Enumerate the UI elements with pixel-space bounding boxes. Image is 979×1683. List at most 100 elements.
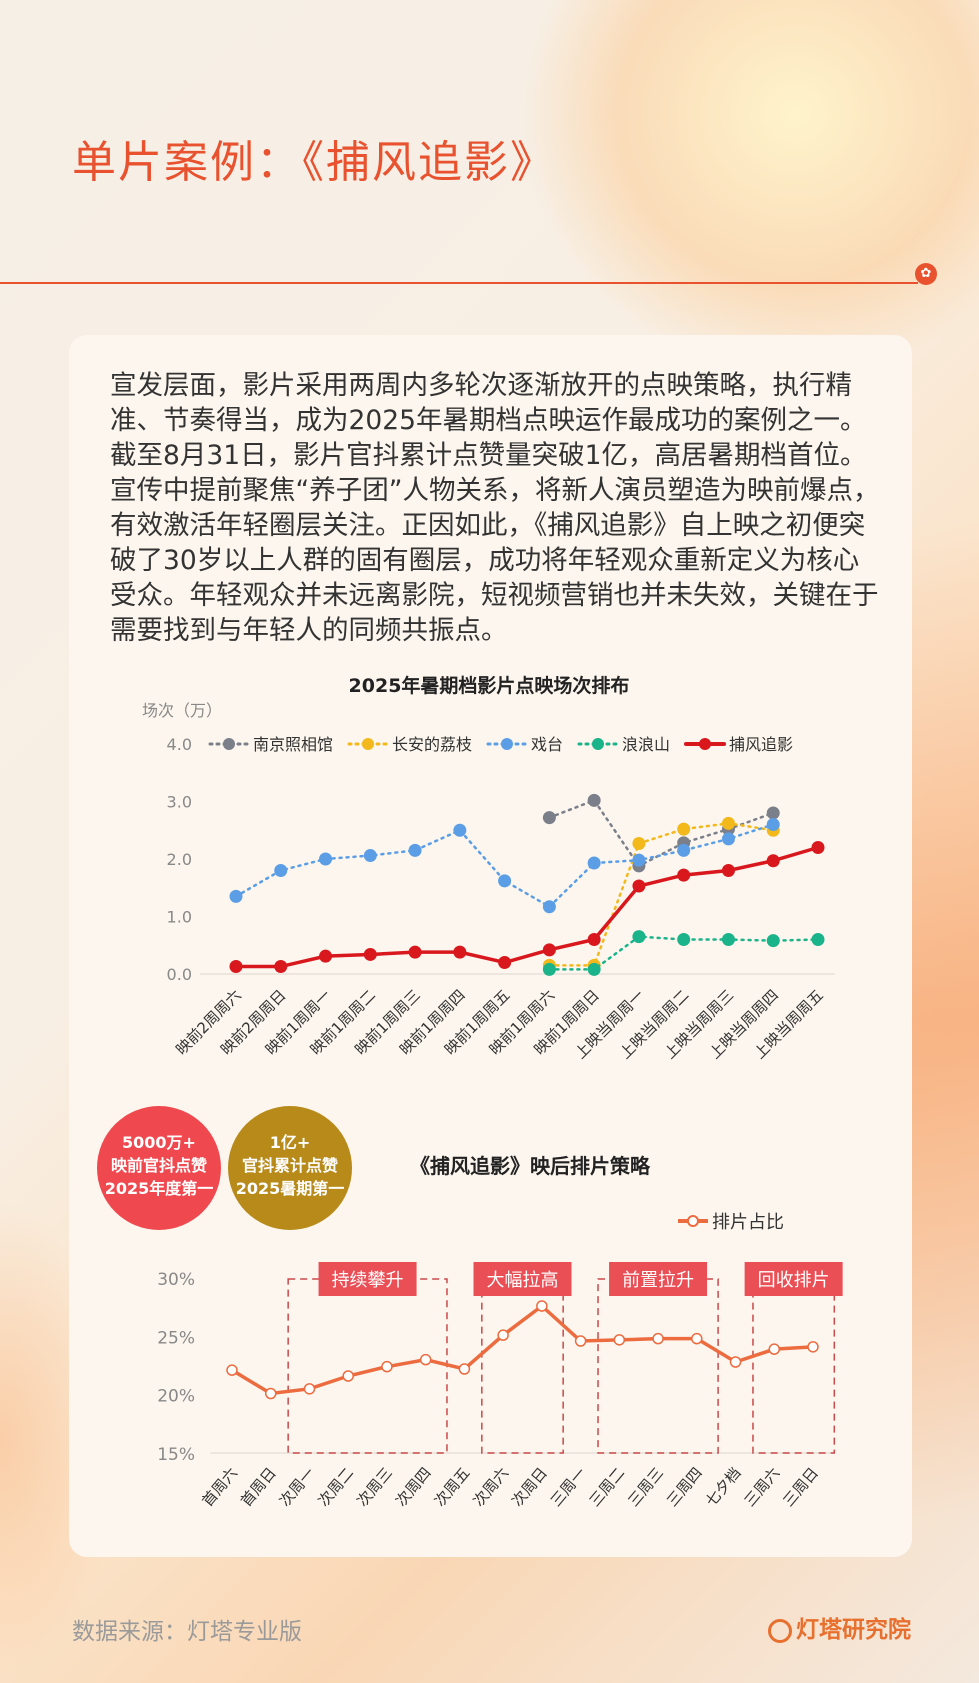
data-point	[766, 806, 780, 820]
data-point	[729, 1356, 742, 1368]
lighthouse-icon	[768, 1618, 792, 1643]
x-tick-label: 次周四	[392, 1464, 435, 1510]
data-point	[613, 1334, 626, 1346]
data-point	[408, 945, 422, 959]
data-point	[587, 933, 601, 946]
legend-label: 捕风追影	[729, 735, 793, 754]
data-point	[807, 1341, 819, 1353]
page-title: 单片案例：《捕风追影》	[72, 137, 556, 188]
data-point	[453, 945, 467, 959]
data-point	[811, 841, 825, 854]
data-point	[652, 1332, 664, 1345]
annotation-label: 大幅拉高	[487, 1270, 559, 1291]
data-point	[363, 947, 377, 961]
data-point	[587, 793, 601, 807]
annotation-box	[287, 1278, 448, 1454]
data-point	[319, 852, 333, 866]
x-tick-label: 次周日	[508, 1464, 551, 1510]
series-line-戏台	[234, 823, 775, 909]
title-divider	[0, 282, 918, 284]
data-point	[229, 889, 243, 903]
series-line	[231, 1303, 814, 1396]
legend-label: 排片占比	[712, 1212, 784, 1233]
badge-text: 5000万+	[122, 1133, 196, 1152]
annotation-tag	[318, 1262, 417, 1296]
series-line-长安的荔枝	[548, 822, 775, 967]
data-point	[342, 1370, 354, 1382]
x-tick-label: 三周三	[624, 1464, 667, 1510]
data-point	[632, 879, 646, 893]
data-point	[677, 843, 691, 857]
legend-marker	[362, 738, 374, 750]
annotation-box	[481, 1278, 564, 1454]
data-point	[498, 956, 512, 969]
x-tick-label: 三周六	[741, 1464, 784, 1510]
x-tick-label: 次周五	[431, 1464, 474, 1510]
badge-text: 映前官抖点赞	[111, 1156, 207, 1175]
data-point	[677, 822, 691, 836]
data-point	[319, 949, 333, 963]
annotation-box	[597, 1278, 719, 1454]
series-line-南京照相馆	[548, 798, 775, 868]
data-point	[419, 1353, 432, 1366]
badge-text: 2025暑期第一	[236, 1179, 345, 1198]
data-point	[691, 1332, 703, 1345]
x-tick-label: 次周二	[315, 1464, 358, 1510]
chart-title: 《捕风追影》映后排片策略	[410, 1154, 651, 1178]
badge-circle	[228, 1106, 352, 1230]
data-point	[226, 1364, 238, 1376]
y-tick-label: 0.0	[167, 965, 192, 984]
data-point	[542, 811, 556, 825]
legend-label: 长安的荔枝	[392, 735, 472, 754]
data-point	[632, 853, 646, 867]
data-point	[229, 960, 243, 974]
data-point	[574, 1335, 587, 1347]
data-point	[303, 1383, 316, 1395]
y-tick-label: 3.0	[167, 793, 192, 812]
data-point	[768, 1343, 781, 1355]
x-tick-label: 三周四	[663, 1464, 706, 1510]
legend-marker	[501, 738, 513, 750]
data-point	[766, 818, 780, 831]
x-tick-label: 七夕档	[702, 1464, 745, 1510]
data-point	[453, 823, 467, 837]
x-tick-label: 首周六	[198, 1464, 241, 1510]
body-paragraph: 宣发层面，影片采用两周内多轮次逐渐放开的点映策略，执行精准、节奏得当，成为202…	[110, 370, 880, 646]
data-point	[766, 854, 780, 868]
decor-dot-icon: ✿	[915, 263, 937, 285]
legend-marker	[592, 738, 604, 750]
data-point	[677, 933, 691, 946]
data-point	[498, 874, 512, 888]
data-point	[363, 849, 377, 863]
data-point	[274, 960, 288, 974]
data-point	[677, 868, 691, 882]
data-point	[497, 1329, 509, 1341]
data-point	[766, 934, 780, 948]
legend-label: 戏台	[531, 735, 563, 754]
badge-text: 1亿+	[270, 1133, 311, 1152]
y-tick-label: 20%	[157, 1387, 195, 1407]
x-tick-label: 三周日	[779, 1464, 822, 1510]
y-axis-label: 场次（万）	[142, 701, 222, 720]
data-point	[721, 933, 735, 946]
chart-title: 2025年暑期档影片点映场次排布	[349, 674, 630, 697]
data-point	[458, 1363, 471, 1375]
data-point	[587, 856, 601, 870]
annotation-tag	[744, 1262, 843, 1296]
data-point	[542, 962, 556, 976]
badge-text: 2025年度第一	[105, 1179, 214, 1198]
data-point	[381, 1360, 393, 1373]
annotation-tag	[609, 1262, 708, 1296]
data-point	[721, 832, 735, 846]
annotation-tag	[473, 1262, 572, 1296]
data-point	[632, 930, 646, 944]
data-point	[536, 1300, 548, 1312]
x-tick-label: 次周一	[276, 1464, 319, 1510]
data-point	[274, 864, 288, 877]
data-point	[587, 962, 601, 976]
y-tick-label: 30%	[157, 1270, 195, 1290]
x-tick-label: 三周一	[547, 1464, 590, 1510]
legend-label: 浪浪山	[622, 735, 670, 754]
x-tick-label: 次周三	[353, 1464, 396, 1510]
